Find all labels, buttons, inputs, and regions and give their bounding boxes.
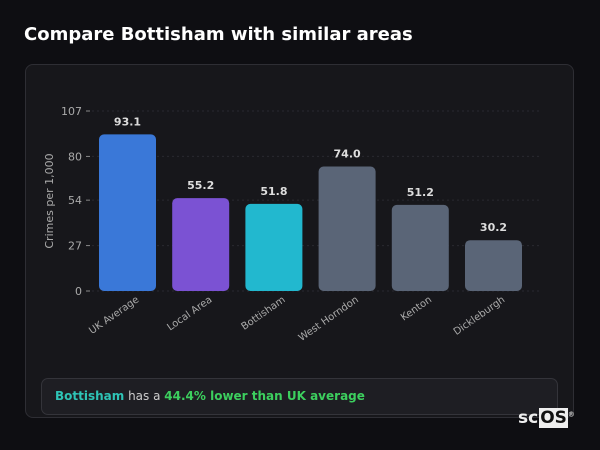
x-tick-label: Kenton xyxy=(399,294,434,323)
x-tick-label: UK Average xyxy=(87,294,141,336)
bar xyxy=(172,198,230,291)
y-axis-label: Crimes per 1,000 xyxy=(43,153,56,248)
summary-highlight: 44.4% lower than UK average xyxy=(164,389,365,403)
logo-box: OS xyxy=(539,408,568,428)
bar xyxy=(318,166,376,291)
bar-value-label: 51.2 xyxy=(407,186,434,199)
x-tick-label: Bottisham xyxy=(240,294,288,332)
y-tick-label: 0 xyxy=(75,285,82,298)
bar-value-label: 93.1 xyxy=(114,115,141,128)
bar xyxy=(391,204,449,291)
bar xyxy=(99,134,156,291)
bar xyxy=(465,240,522,291)
bar xyxy=(245,203,303,291)
bar-value-label: 55.2 xyxy=(187,179,214,192)
summary-area: Bottisham xyxy=(55,389,125,403)
y-tick-label: 54 xyxy=(68,194,82,207)
logo-text: sc xyxy=(518,408,539,428)
bar-value-label: 51.8 xyxy=(260,185,287,198)
x-tick-label: Dickleburgh xyxy=(452,294,507,337)
bar-value-label: 74.0 xyxy=(334,148,361,161)
scos-logo: sc OS® xyxy=(517,408,575,428)
bar-value-label: 30.2 xyxy=(480,221,507,234)
summary-text: has a xyxy=(124,389,165,403)
page-title: Compare Bottisham with similar areas xyxy=(24,24,413,45)
x-tick-label: West Horndon xyxy=(297,294,361,343)
x-tick-label: Local Area xyxy=(165,294,214,333)
y-tick-label: 80 xyxy=(68,150,82,163)
y-tick-label: 107 xyxy=(61,105,82,118)
y-tick-label: 27 xyxy=(68,240,82,253)
summary-box: Bottisham has a 44.4% lower than UK aver… xyxy=(41,378,558,415)
logo-mark: ® xyxy=(567,410,575,419)
